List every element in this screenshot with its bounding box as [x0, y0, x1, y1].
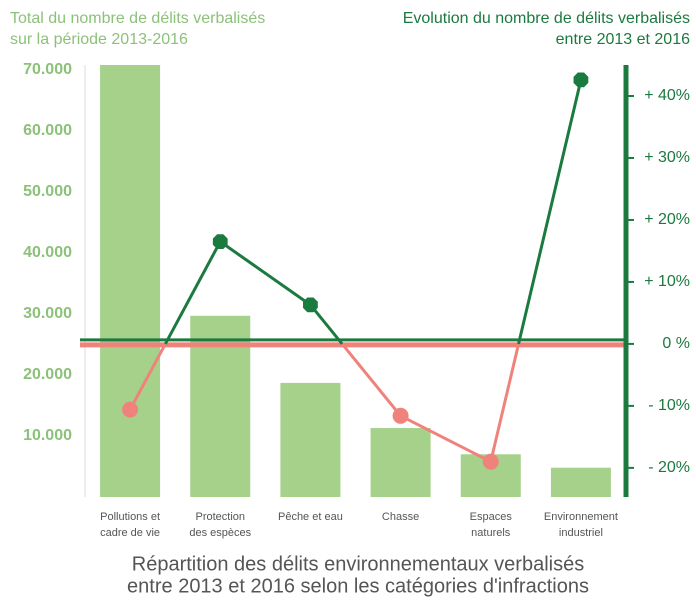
line-segment [309, 303, 344, 345]
y2-tick-label: 0 % [662, 335, 690, 352]
y2-tick-label: + 30% [644, 149, 690, 166]
line-segment [489, 343, 521, 463]
x-tick-label: cadre de vie [100, 527, 160, 539]
x-tick-label: Protection [195, 511, 245, 523]
y-tick-label: 50.000 [23, 183, 72, 200]
y2-title: Evolution du nombre de délits verbalisés [403, 10, 690, 27]
y-tick-label: 20.000 [23, 366, 72, 383]
y-tick-label: 30.000 [23, 305, 72, 322]
line-segment [164, 240, 222, 345]
x-tick-label: Pêche et eau [278, 511, 343, 523]
point [122, 401, 139, 418]
y-tick-label: 70.000 [23, 61, 72, 78]
point [392, 407, 409, 424]
line-segment [128, 343, 167, 411]
bar [280, 382, 341, 497]
y2-tick-label: + 20% [644, 211, 690, 228]
chart-title: Total du nombre de délits verbalisés [10, 10, 265, 27]
line-segment [399, 414, 492, 464]
y-tick-label: 40.000 [23, 244, 72, 261]
x-tick-label: des espèces [189, 527, 251, 539]
x-tick-label: naturels [471, 527, 511, 539]
x-tick-label: Pollutions et [100, 511, 160, 523]
y2-tick-label: + 40% [644, 87, 690, 104]
y2-tick-label: + 10% [644, 273, 690, 290]
y-tick-label: 60.000 [23, 122, 72, 139]
x-tick-label: industriel [559, 527, 603, 539]
point [573, 72, 589, 88]
x-tick-label: Chasse [382, 511, 419, 523]
line-segment [219, 240, 312, 307]
x-tick-label: Environnement [544, 511, 618, 523]
line-segment [340, 342, 402, 417]
y2-tick-label: - 10% [648, 397, 690, 414]
chart-title: sur la période 2013-2016 [10, 31, 188, 48]
y-tick-label: 10.000 [23, 427, 72, 444]
point [212, 234, 228, 250]
caption: entre 2013 et 2016 selon les catégories … [127, 575, 589, 597]
point [482, 453, 499, 470]
y2-tick-label: - 20% [648, 459, 690, 476]
bar [550, 467, 611, 497]
bar [370, 428, 431, 497]
bar [100, 65, 161, 497]
line-segment [517, 79, 583, 345]
caption: Répartition des délits environnementaux … [132, 553, 584, 575]
point [303, 297, 318, 313]
x-tick-label: Espaces [470, 511, 513, 523]
y2-title: entre 2013 et 2016 [556, 31, 690, 48]
